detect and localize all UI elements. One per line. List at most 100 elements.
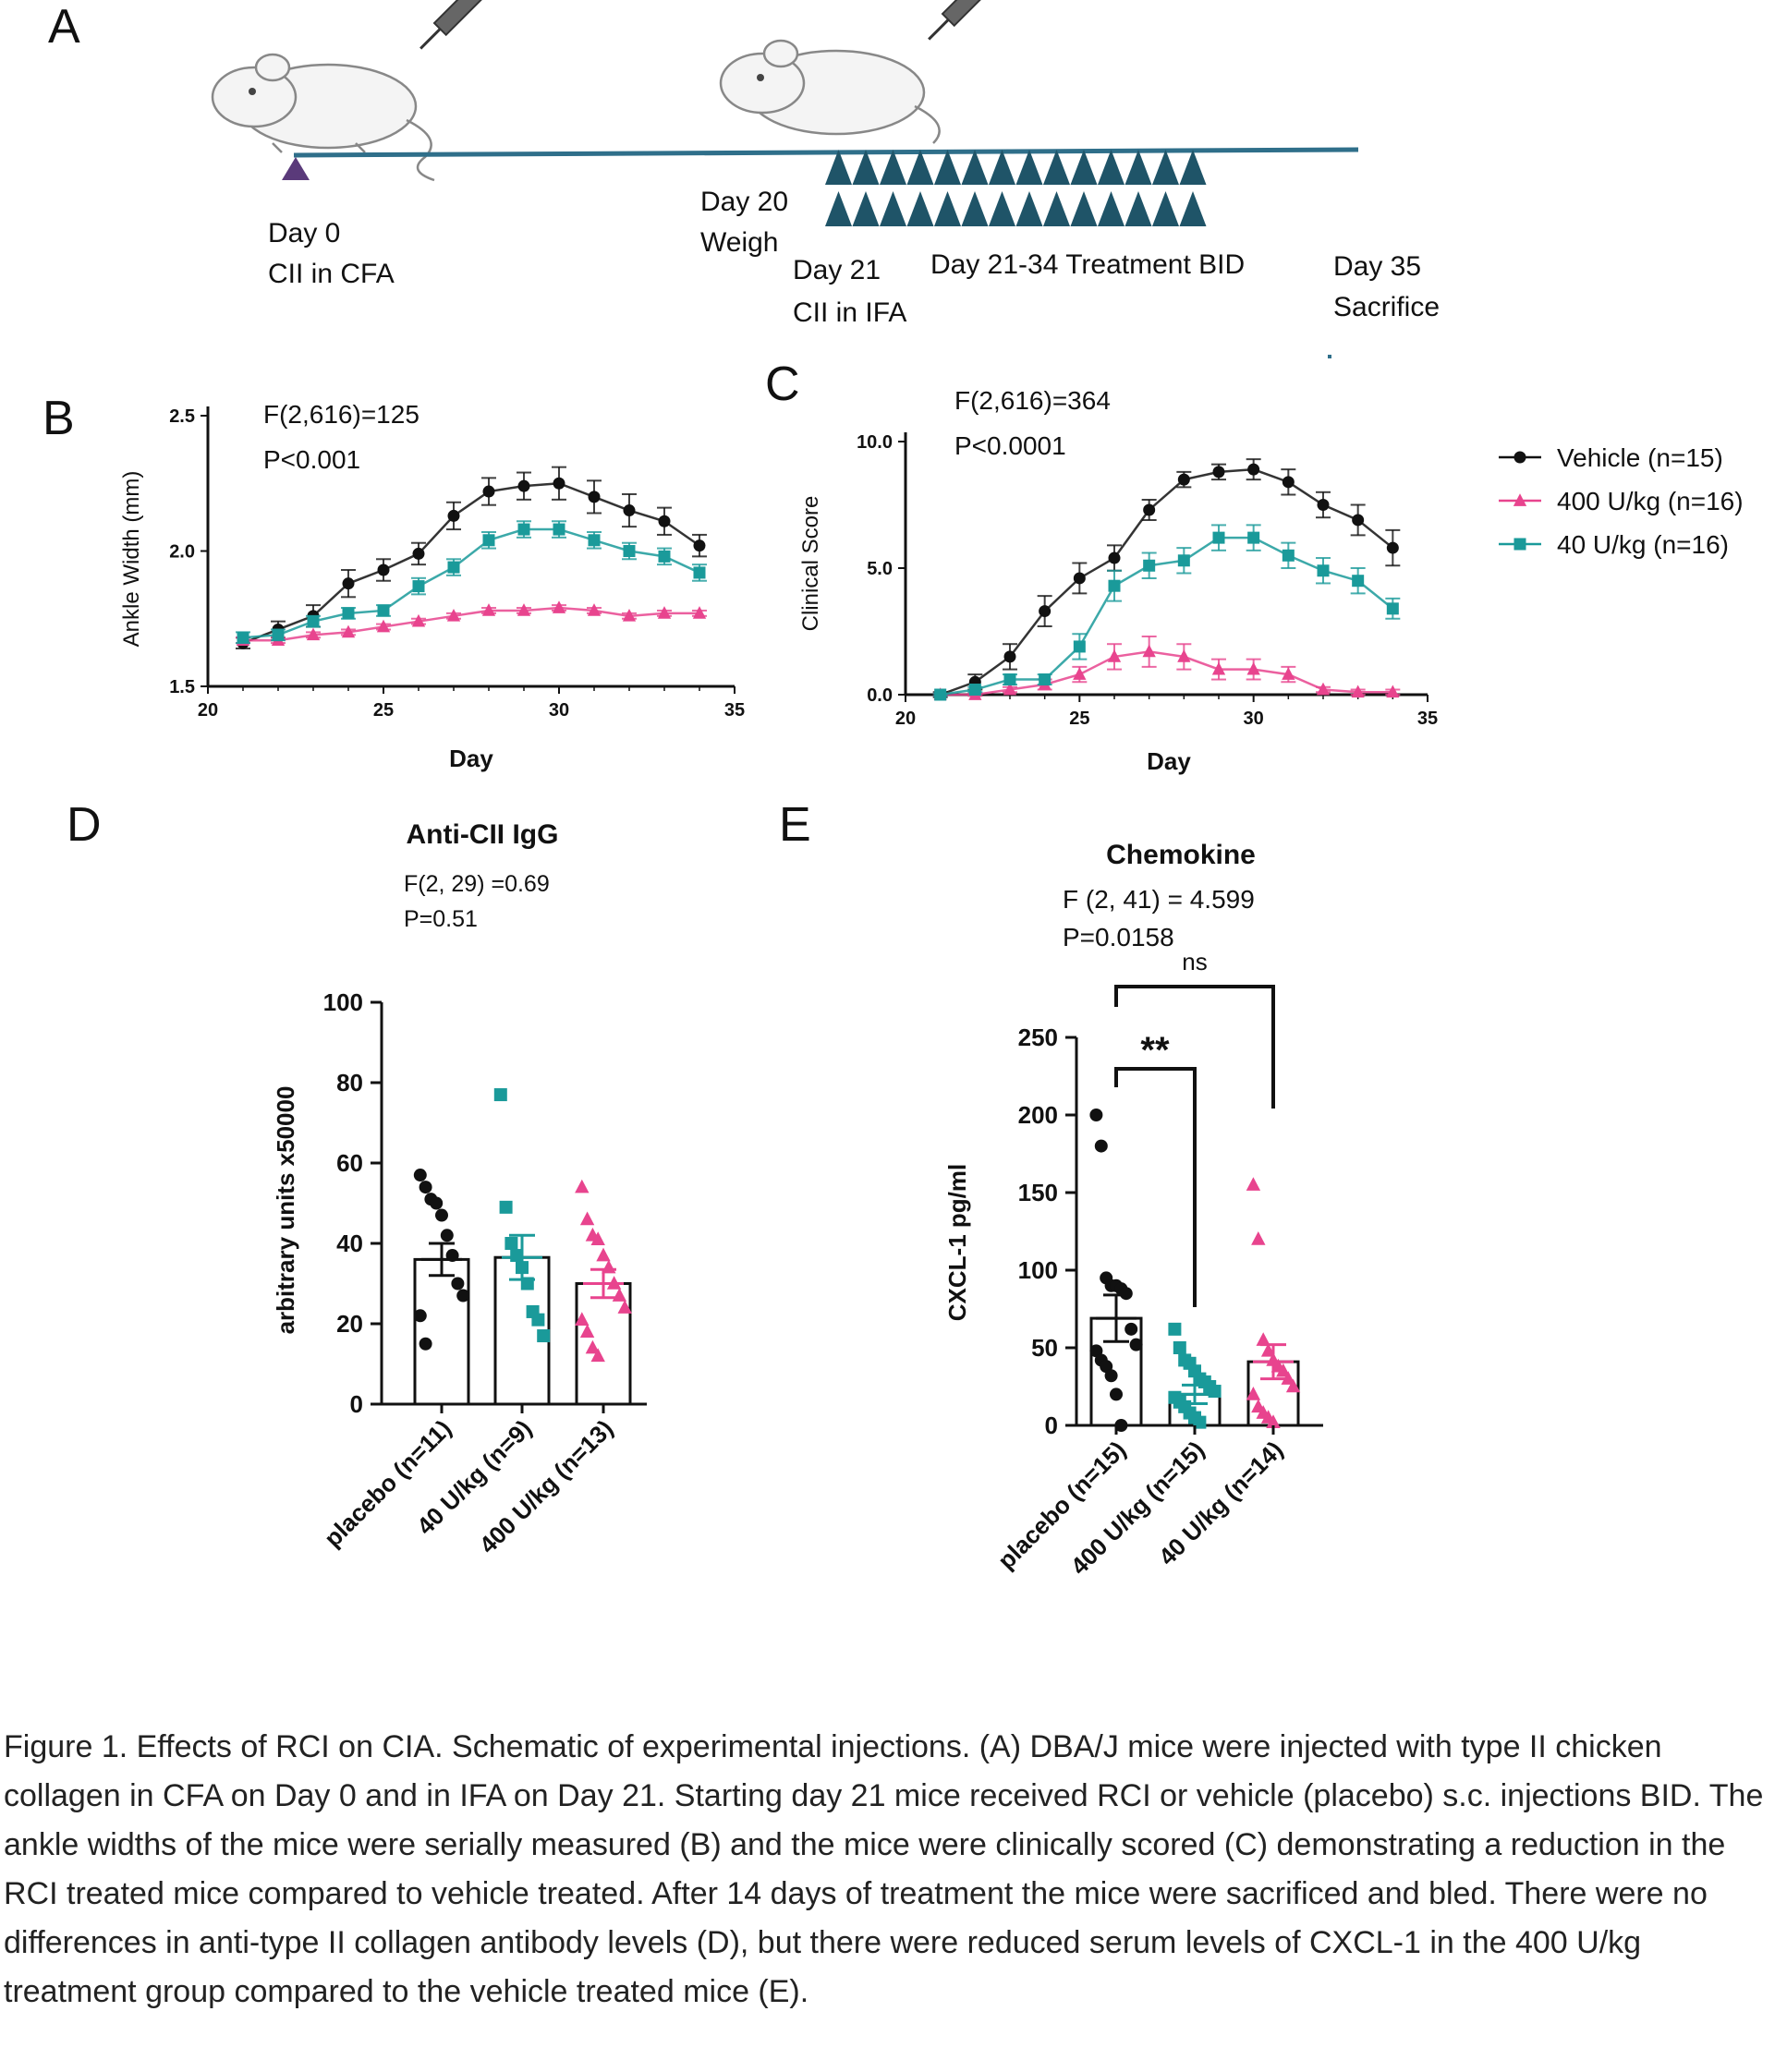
data-point	[447, 509, 460, 522]
data-point	[606, 1276, 622, 1290]
x-tick-label: 30	[549, 700, 569, 721]
syringe-icon	[928, 0, 1002, 41]
data-point	[553, 477, 565, 490]
data-point	[504, 1237, 518, 1250]
ns-bracket	[1114, 985, 1275, 1109]
syringe-icon	[419, 0, 493, 50]
data-point	[590, 1231, 605, 1245]
series-line	[940, 536, 1394, 697]
ankle-width-chart: 20 25 30 35 1.5 2.0 2.5	[169, 406, 745, 721]
data-point	[658, 515, 671, 527]
data-point	[1352, 575, 1365, 588]
data-point	[602, 1259, 616, 1274]
data-point	[1386, 541, 1399, 554]
data-point	[445, 1249, 459, 1263]
data-point	[590, 1348, 605, 1363]
data-point	[585, 1339, 601, 1354]
data-point	[1282, 667, 1295, 680]
data-point	[693, 566, 706, 579]
panel-d-stat-p: P=0.51	[404, 906, 478, 932]
data-point	[1039, 605, 1052, 618]
data-point	[588, 491, 601, 503]
y-tick-label: 40	[336, 1230, 363, 1257]
timeline-bar	[293, 147, 1359, 158]
legend: Vehicle (n=15) 400 U/kg (n=16) 40 U/kg (n=…	[1499, 443, 1744, 559]
data-point	[1168, 1322, 1182, 1336]
data-point	[377, 604, 390, 617]
panel-e-stat-p: P=0.0158	[1063, 923, 1174, 951]
data-point	[482, 534, 495, 547]
y-tick-label: 1.5	[169, 677, 195, 697]
data-point	[1386, 602, 1399, 615]
data-point	[482, 485, 495, 498]
data-point	[413, 1169, 427, 1182]
data-point	[412, 547, 425, 560]
data-point	[411, 613, 426, 627]
day20-desc: Weigh	[700, 227, 779, 258]
day0-desc: CII in CFA	[268, 259, 395, 289]
day0-label: Day 0	[268, 218, 340, 248]
data-point	[1352, 514, 1365, 527]
y-tick-label: 2.5	[169, 406, 195, 427]
data-point	[306, 627, 321, 641]
day21-desc: CII in IFA	[793, 297, 906, 328]
treatment-triangle	[1043, 150, 1070, 185]
data-point	[440, 1229, 454, 1242]
data-point	[1208, 1385, 1222, 1399]
ns-label: ns	[1182, 948, 1207, 975]
data-point	[1143, 559, 1156, 572]
treatment-triangle	[852, 191, 880, 226]
data-point	[1129, 1338, 1143, 1351]
x-tick-label: 35	[1417, 709, 1438, 729]
data-point	[516, 1261, 529, 1275]
data-point	[587, 603, 602, 616]
y-tick-label: 80	[336, 1069, 363, 1097]
bar	[575, 1282, 632, 1406]
data-point	[575, 1312, 590, 1326]
data-point	[1173, 1341, 1186, 1354]
figure-caption: Figure 1. Effects of RCI on CIA. Schemat…	[4, 1729, 1764, 2009]
treatment-triangle	[880, 150, 906, 185]
data-point	[1211, 661, 1226, 675]
significance-label: **	[1140, 1030, 1170, 1071]
data-point	[1247, 463, 1260, 476]
data-point	[1094, 1139, 1108, 1153]
panel-c-stat-f: F(2,616)=364	[954, 386, 1111, 415]
treatment-triangle	[1152, 150, 1179, 185]
treatment-triangle	[825, 191, 852, 226]
data-point	[1142, 644, 1156, 658]
x-tick-label: 20	[895, 709, 916, 729]
treatment-triangle	[906, 191, 934, 226]
data-point	[1177, 554, 1190, 567]
panel-e-y-label: CXCL-1 pg/ml	[943, 1164, 971, 1321]
panel-d-y-label: arbitrary units x50000	[272, 1086, 299, 1335]
y-tick-label: 50	[1031, 1334, 1058, 1362]
data-point	[934, 688, 947, 701]
data-point	[1073, 667, 1087, 680]
day35-label: Day 35	[1333, 251, 1421, 282]
treatment-triangle	[880, 191, 906, 226]
x-tick-label: 35	[724, 700, 745, 721]
data-point	[1177, 473, 1190, 486]
treatment-triangle	[1043, 191, 1070, 226]
significance-bracket	[1114, 1067, 1197, 1307]
data-point	[1110, 1387, 1123, 1401]
y-tick-label: 150	[1018, 1179, 1058, 1206]
data-point	[1114, 1419, 1128, 1432]
data-point	[1276, 1363, 1291, 1377]
mouse-icon	[719, 39, 941, 144]
figure-canvas: A Day 0 CII in CFA Day 20 Weigh Day 21 C…	[43, 0, 1744, 1581]
y-tick-label: 250	[1018, 1024, 1058, 1051]
x-tick-label: 30	[1244, 709, 1264, 729]
data-point	[1104, 1369, 1118, 1383]
treatment-triangle	[1179, 191, 1207, 226]
data-point	[1143, 503, 1156, 516]
data-point	[617, 1300, 632, 1314]
treatment-triangle	[1124, 150, 1152, 185]
x-tick-label: 20	[198, 700, 218, 721]
data-point	[658, 550, 671, 563]
data-point	[517, 523, 530, 536]
treatment-triangle	[1015, 150, 1043, 185]
data-point	[1246, 1177, 1261, 1191]
data-point	[531, 1313, 545, 1327]
